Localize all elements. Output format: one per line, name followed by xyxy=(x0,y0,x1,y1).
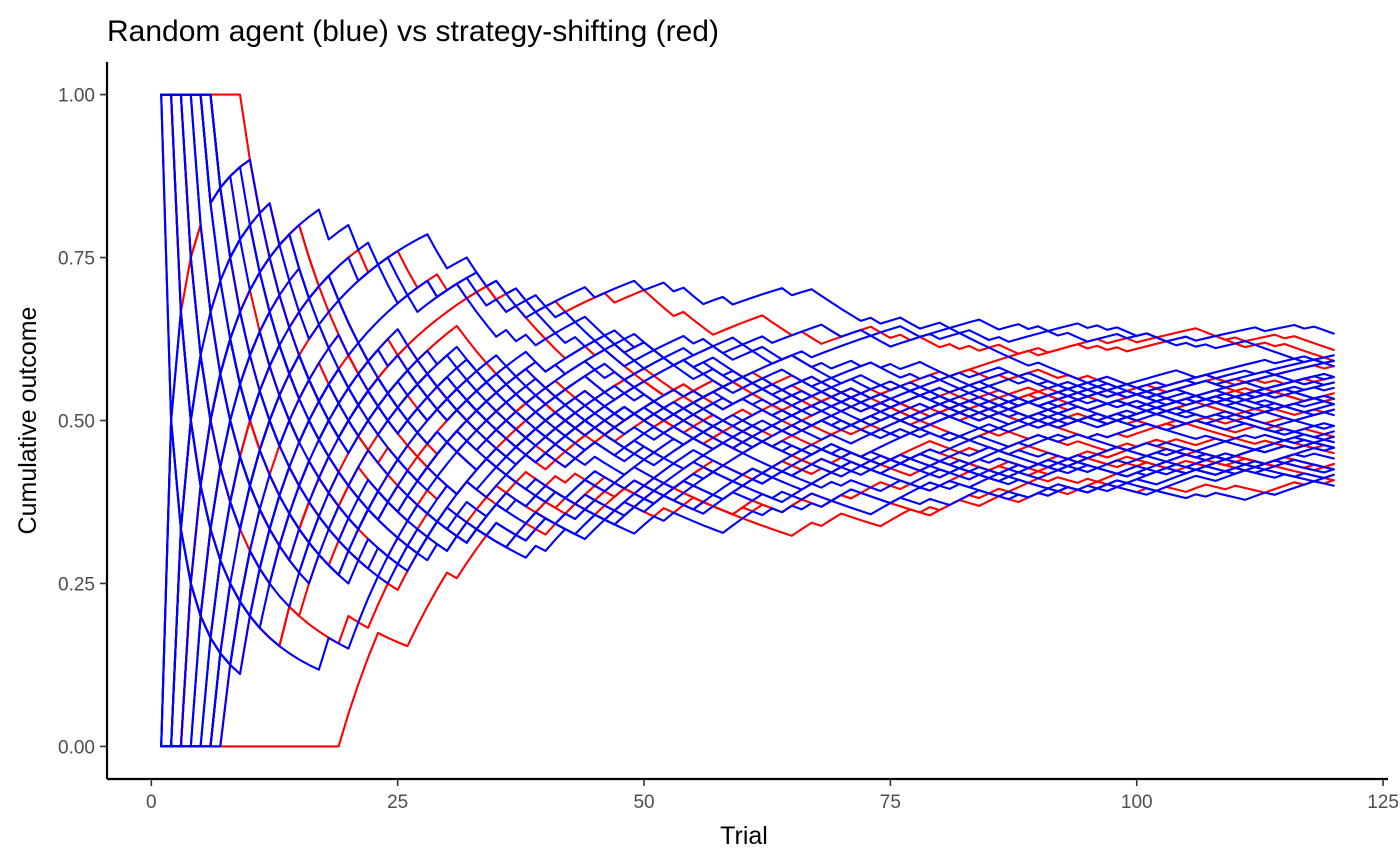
x-axis-ticks: 0 25 50 75 100 125 xyxy=(146,779,1399,813)
chart-title: Random agent (blue) vs strategy-shifting… xyxy=(107,15,719,48)
series-layer xyxy=(160,93,1335,748)
x-tick-label: 75 xyxy=(880,792,901,813)
x-axis-title: Trial xyxy=(720,822,768,850)
x-tick-label: 0 xyxy=(146,792,157,813)
y-axis-title: Cumulative outcome xyxy=(14,307,42,535)
series-line-random-agent xyxy=(160,330,1335,748)
series-line-random-agent xyxy=(160,447,1335,748)
series-line-random-agent xyxy=(160,93,1335,417)
series-line-random-agent xyxy=(160,408,1335,748)
series-line-random-agent xyxy=(160,394,1335,748)
y-tick-label: 1.00 xyxy=(58,86,95,107)
series-group-strategy-shifting xyxy=(160,93,1335,748)
series-line-random-agent xyxy=(160,310,1335,748)
x-tick-label: 50 xyxy=(633,792,654,813)
series-line-random-agent xyxy=(160,348,1335,748)
y-tick-label: 0.75 xyxy=(58,249,95,270)
series-line-random-agent xyxy=(160,93,1335,419)
series-group-random-agent xyxy=(160,93,1335,748)
series-line-random-agent xyxy=(160,460,1335,748)
series-line-random-agent xyxy=(160,446,1335,748)
y-axis-ticks: 0.00 0.25 0.50 0.75 1.00 xyxy=(58,86,107,758)
series-line-random-agent xyxy=(160,430,1335,748)
x-tick-label: 125 xyxy=(1367,792,1399,813)
x-tick-label: 25 xyxy=(387,792,408,813)
series-line-strategy-shifting xyxy=(160,93,1335,453)
plot-area xyxy=(160,93,1335,748)
series-line-random-agent xyxy=(160,93,1335,629)
y-tick-label: 0.00 xyxy=(58,737,95,758)
series-line-random-agent xyxy=(160,466,1335,748)
series-line-random-agent xyxy=(160,433,1335,748)
series-line-random-agent xyxy=(160,93,1335,403)
series-line-strategy-shifting xyxy=(160,448,1335,748)
x-tick-label: 100 xyxy=(1121,792,1153,813)
y-tick-label: 0.25 xyxy=(58,574,95,595)
y-tick-label: 0.50 xyxy=(58,412,95,433)
series-line-random-agent xyxy=(160,93,1335,447)
